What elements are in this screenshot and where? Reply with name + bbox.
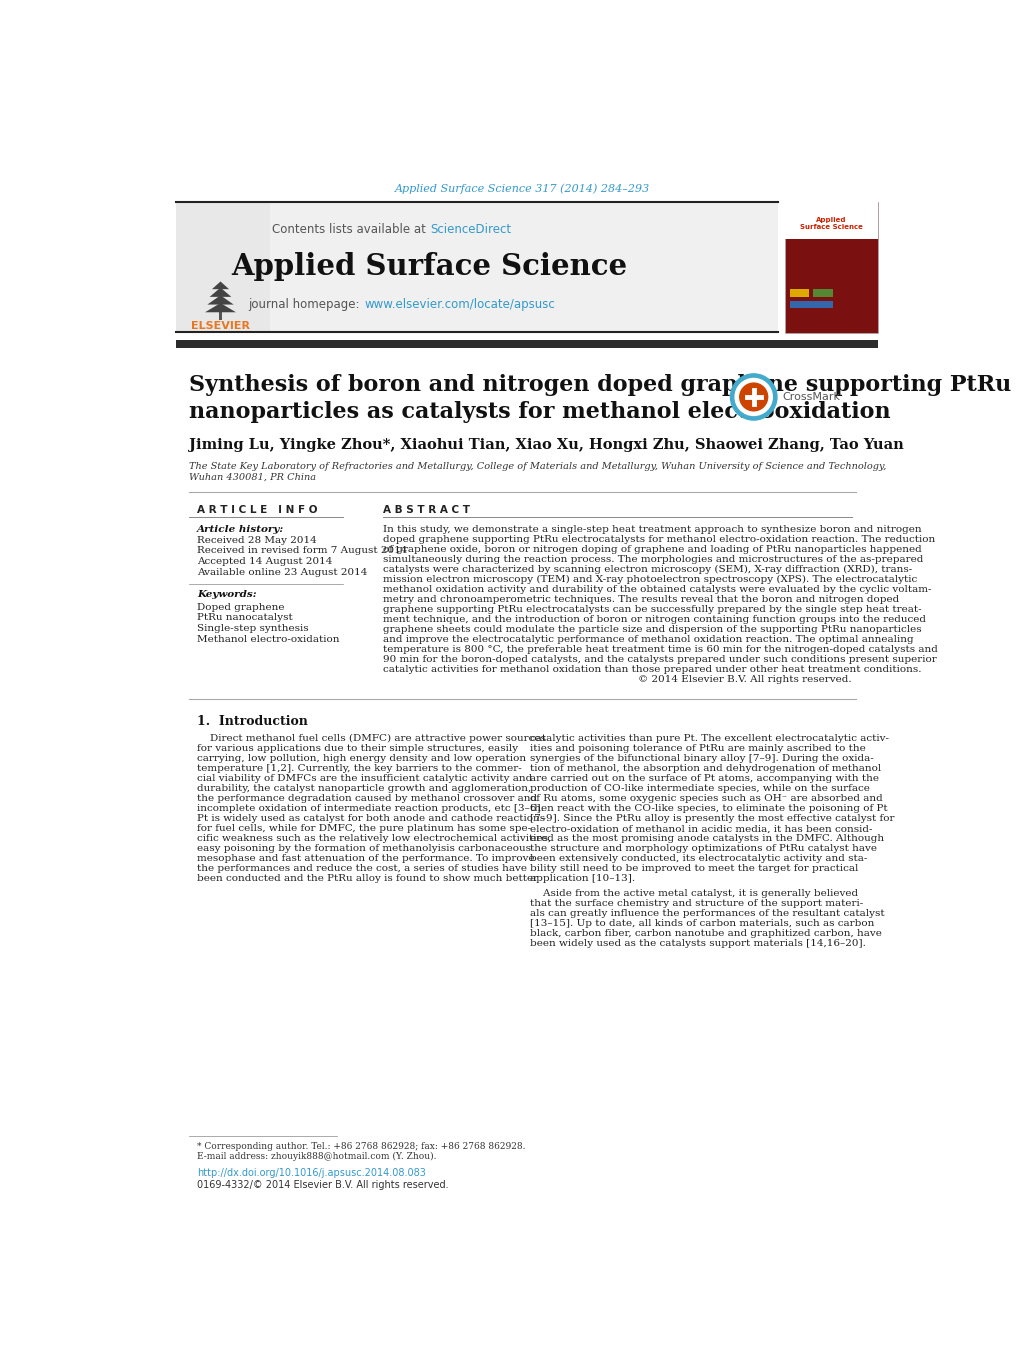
Text: synergies of the bifunctional binary alloy [7–9]. During the oxida-: synergies of the bifunctional binary all… [530,754,873,763]
Text: electro-oxidation of methanol in acidic media, it has been consid-: electro-oxidation of methanol in acidic … [530,824,872,834]
Text: catalytic activities for methanol oxidation than those prepared under other heat: catalytic activities for methanol oxidat… [383,665,921,674]
Text: The State Key Laboratory of Refractories and Metallurgy, College of Materials an: The State Key Laboratory of Refractories… [190,462,886,470]
Text: In this study, we demonstrate a single-step heat treatment approach to synthesiz: In this study, we demonstrate a single-s… [383,526,921,534]
Polygon shape [210,288,231,297]
Text: been conducted and the PtRu alloy is found to show much better: been conducted and the PtRu alloy is fou… [197,874,538,884]
Text: Pt is widely used as catalyst for both anode and cathode reactions: Pt is widely used as catalyst for both a… [197,815,545,823]
Text: for various applications due to their simple structures, easily: for various applications due to their si… [197,744,518,754]
Text: that the surface chemistry and structure of the support materi-: that the surface chemistry and structure… [530,900,863,908]
Text: www.elsevier.com/locate/apsusc: www.elsevier.com/locate/apsusc [365,299,555,311]
Text: cial viability of DMFCs are the insufficient catalytic activity and: cial viability of DMFCs are the insuffic… [197,774,532,784]
Polygon shape [207,296,233,304]
Text: simultaneously during the reaction process. The morphologies and microstructures: simultaneously during the reaction proce… [383,555,923,563]
Text: then react with the CO-like species, to eliminate the poisoning of Pt: then react with the CO-like species, to … [530,804,888,813]
Text: Applied
Surface Science: Applied Surface Science [799,218,862,231]
FancyBboxPatch shape [175,203,777,331]
Text: of Ru atoms, some oxygenic species such as OH⁻ are absorbed and: of Ru atoms, some oxygenic species such … [530,794,882,804]
Text: Applied Surface Science: Applied Surface Science [231,251,628,281]
Text: journal homepage:: journal homepage: [249,299,364,311]
Text: ities and poisoning tolerance of PtRu are mainly ascribed to the: ities and poisoning tolerance of PtRu ar… [530,744,865,754]
Polygon shape [205,303,235,312]
Circle shape [739,384,767,411]
FancyBboxPatch shape [784,203,876,334]
Text: the performance degradation caused by methanol crossover and: the performance degradation caused by me… [197,794,537,804]
Text: ScienceDirect: ScienceDirect [430,223,512,236]
Polygon shape [219,312,222,320]
Text: methanol oxidation activity and durability of the obtained catalysts were evalua: methanol oxidation activity and durabili… [383,585,930,594]
Text: CrossMark: CrossMark [782,392,840,403]
Text: Wuhan 430081, PR China: Wuhan 430081, PR China [190,473,316,481]
FancyBboxPatch shape [812,289,832,297]
Text: Available online 23 August 2014: Available online 23 August 2014 [197,567,367,577]
Text: mesophase and fast attenuation of the performance. To improve: mesophase and fast attenuation of the pe… [197,854,534,863]
Text: mission electron microscopy (TEM) and X-ray photoelectron spectroscopy (XPS). Th: mission electron microscopy (TEM) and X-… [383,576,917,584]
Text: carrying, low pollution, high energy density and low operation: carrying, low pollution, high energy den… [197,754,526,763]
Text: doped graphene supporting PtRu electrocatalysts for methanol electro-oxidation r: doped graphene supporting PtRu electroca… [383,535,934,544]
Text: http://dx.doi.org/10.1016/j.apsusc.2014.08.083: http://dx.doi.org/10.1016/j.apsusc.2014.… [197,1169,426,1178]
Text: Article history:: Article history: [197,526,284,534]
Text: Contents lists available at: Contents lists available at [272,223,429,236]
Text: E-mail address: zhouyik888@hotmail.com (Y. Zhou).: E-mail address: zhouyik888@hotmail.com (… [197,1151,436,1161]
Text: for fuel cells, while for DMFC, the pure platinum has some spe-: for fuel cells, while for DMFC, the pure… [197,824,531,834]
Text: production of CO-like intermediate species, while on the surface: production of CO-like intermediate speci… [530,785,869,793]
Text: Received in revised form 7 August 2014: Received in revised form 7 August 2014 [197,546,408,555]
Text: graphene supporting PtRu electrocatalysts can be successfully prepared by the si: graphene supporting PtRu electrocatalyst… [383,605,921,613]
Text: ered as the most promising anode catalysts in the DMFC. Although: ered as the most promising anode catalys… [530,835,883,843]
Text: Applied Surface Science 317 (2014) 284–293: Applied Surface Science 317 (2014) 284–2… [394,184,650,195]
Text: the performances and reduce the cost, a series of studies have: the performances and reduce the cost, a … [197,865,527,874]
Text: the structure and morphology optimizations of PtRu catalyst have: the structure and morphology optimizatio… [530,844,876,854]
Text: © 2014 Elsevier B.V. All rights reserved.: © 2014 Elsevier B.V. All rights reserved… [638,676,851,684]
Text: graphene sheets could modulate the particle size and dispersion of the supportin: graphene sheets could modulate the parti… [383,626,921,634]
Text: [7–9]. Since the PtRu alloy is presently the most effective catalyst for: [7–9]. Since the PtRu alloy is presently… [530,815,894,823]
Text: ment technique, and the introduction of boron or nitrogen containing function gr: ment technique, and the introduction of … [383,615,925,624]
Text: Accepted 14 August 2014: Accepted 14 August 2014 [197,557,332,566]
Text: of graphene oxide, boron or nitrogen doping of graphene and loading of PtRu nano: of graphene oxide, boron or nitrogen dop… [383,544,921,554]
Text: and improve the electrocatalytic performance of methanol oxidation reaction. The: and improve the electrocatalytic perform… [383,635,913,644]
Text: black, carbon fiber, carbon nanotube and graphitized carbon, have: black, carbon fiber, carbon nanotube and… [530,929,881,938]
Text: * Corresponding author. Tel.: +86 2768 862928; fax: +86 2768 862928.: * Corresponding author. Tel.: +86 2768 8… [197,1142,525,1151]
Text: Synthesis of boron and nitrogen doped graphene supporting PtRu: Synthesis of boron and nitrogen doped gr… [190,374,1011,396]
Text: catalysts were characterized by scanning electron microscopy (SEM), X-ray diffra: catalysts were characterized by scanning… [383,565,912,574]
Circle shape [735,378,771,416]
Text: ELSEVIER: ELSEVIER [191,322,250,331]
Text: been widely used as the catalysts support materials [14,16–20].: been widely used as the catalysts suppor… [530,939,865,948]
Text: Single-step synthesis: Single-step synthesis [197,624,309,634]
Text: Keywords:: Keywords: [197,590,257,600]
FancyBboxPatch shape [790,289,809,297]
Text: 1.  Introduction: 1. Introduction [197,716,308,728]
Text: A R T I C L E   I N F O: A R T I C L E I N F O [197,505,318,515]
Circle shape [730,374,776,420]
Text: easy poisoning by the formation of methanolyisis carbonaceous: easy poisoning by the formation of metha… [197,844,531,854]
Text: A B S T R A C T: A B S T R A C T [383,505,470,515]
Text: been extensively conducted, its electrocatalytic activity and sta-: been extensively conducted, its electroc… [530,854,867,863]
Text: temperature [1,2]. Currently, the key barriers to the commer-: temperature [1,2]. Currently, the key ba… [197,765,522,773]
Text: temperature is 800 °C, the preferable heat treatment time is 60 min for the nitr: temperature is 800 °C, the preferable he… [383,644,937,654]
Text: 90 min for the boron-doped catalysts, and the catalysts prepared under such cond: 90 min for the boron-doped catalysts, an… [383,655,936,665]
Text: nanoparticles as catalysts for methanol electrooxidation: nanoparticles as catalysts for methanol … [190,401,891,423]
Text: Received 28 May 2014: Received 28 May 2014 [197,536,317,544]
Text: als can greatly influence the performances of the resultant catalyst: als can greatly influence the performanc… [530,909,884,919]
Text: application [10–13].: application [10–13]. [530,874,635,884]
Text: Methanol electro-oxidation: Methanol electro-oxidation [197,635,339,644]
Text: [13–15]. Up to date, all kinds of carbon materials, such as carbon: [13–15]. Up to date, all kinds of carbon… [530,919,874,928]
Text: Jiming Lu, Yingke Zhou*, Xiaohui Tian, Xiao Xu, Hongxi Zhu, Shaowei Zhang, Tao Y: Jiming Lu, Yingke Zhou*, Xiaohui Tian, X… [190,439,904,453]
Text: Aside from the active metal catalyst, it is generally believed: Aside from the active metal catalyst, it… [530,889,858,898]
Text: cific weakness such as the relatively low electrochemical activities,: cific weakness such as the relatively lo… [197,835,551,843]
Text: incomplete oxidation of intermediate reaction products, etc [3–6].: incomplete oxidation of intermediate rea… [197,804,543,813]
Text: Direct methanol fuel cells (DMFC) are attractive power sources: Direct methanol fuel cells (DMFC) are at… [197,735,545,743]
Text: metry and chronoamperometric techniques. The results reveal that the boron and n: metry and chronoamperometric techniques.… [383,594,899,604]
Text: PtRu nanocatalyst: PtRu nanocatalyst [197,613,292,623]
Text: tion of methanol, the absorption and dehydrogenation of methanol: tion of methanol, the absorption and deh… [530,765,880,773]
Polygon shape [212,281,229,289]
Text: durability, the catalyst nanoparticle growth and agglomeration,: durability, the catalyst nanoparticle gr… [197,785,531,793]
Text: catalytic activities than pure Pt. The excellent electrocatalytic activ-: catalytic activities than pure Pt. The e… [530,735,889,743]
FancyBboxPatch shape [784,203,876,239]
Text: 0169-4332/© 2014 Elsevier B.V. All rights reserved.: 0169-4332/© 2014 Elsevier B.V. All right… [197,1179,448,1190]
Text: are carried out on the surface of Pt atoms, accompanying with the: are carried out on the surface of Pt ato… [530,774,878,784]
Text: bility still need to be improved to meet the target for practical: bility still need to be improved to meet… [530,865,858,874]
FancyBboxPatch shape [790,301,832,308]
FancyBboxPatch shape [175,203,270,331]
FancyBboxPatch shape [175,340,876,349]
Text: Doped graphene: Doped graphene [197,603,284,612]
